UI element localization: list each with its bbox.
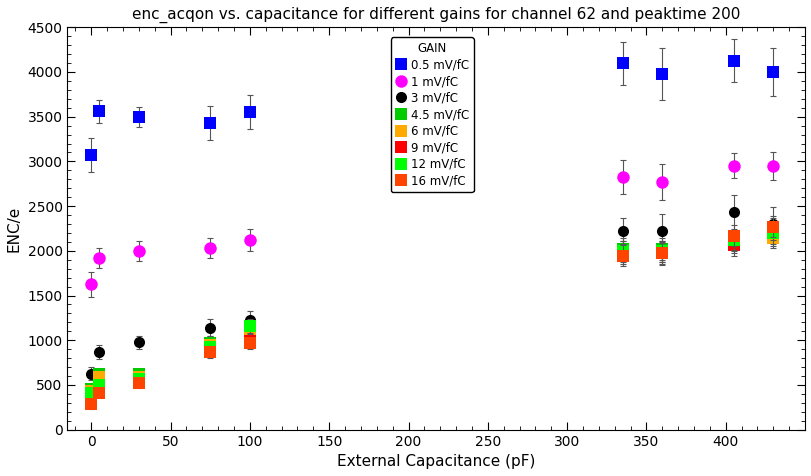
9 mV/fC	[728, 242, 738, 248]
16 mV/fC	[767, 224, 777, 229]
6 mV/fC	[245, 329, 255, 335]
12 mV/fC	[134, 376, 144, 382]
Line: 9 mV/fC: 9 mV/fC	[86, 223, 778, 403]
16 mV/fC	[728, 233, 738, 238]
0.5 mV/fC	[617, 60, 627, 66]
9 mV/fC	[94, 387, 104, 393]
3 mV/fC	[94, 349, 104, 355]
4.5 mV/fC	[617, 246, 627, 251]
6 mV/fC	[767, 235, 777, 241]
9 mV/fC	[767, 226, 777, 232]
X-axis label: External Capacitance (pF): External Capacitance (pF)	[337, 454, 534, 469]
6 mV/fC	[617, 248, 627, 254]
16 mV/fC	[617, 253, 627, 258]
6 mV/fC	[728, 239, 738, 245]
16 mV/fC	[86, 401, 96, 407]
16 mV/fC	[134, 380, 144, 386]
1 mV/fC	[205, 245, 215, 251]
6 mV/fC	[94, 374, 104, 380]
0.5 mV/fC	[134, 114, 144, 119]
Y-axis label: ENC/e: ENC/e	[7, 205, 22, 252]
3 mV/fC	[134, 339, 144, 345]
4.5 mV/fC	[205, 340, 215, 346]
4.5 mV/fC	[134, 371, 144, 377]
6 mV/fC	[86, 388, 96, 394]
3 mV/fC	[767, 221, 777, 227]
12 mV/fC	[767, 230, 777, 236]
1 mV/fC	[94, 255, 104, 261]
1 mV/fC	[245, 237, 255, 243]
9 mV/fC	[617, 251, 627, 257]
Line: 16 mV/fC: 16 mV/fC	[86, 221, 778, 410]
3 mV/fC	[657, 228, 667, 234]
12 mV/fC	[657, 248, 667, 254]
4.5 mV/fC	[245, 323, 255, 329]
0.5 mV/fC	[94, 109, 104, 114]
Line: 0.5 mV/fC: 0.5 mV/fC	[85, 55, 779, 161]
6 mV/fC	[657, 248, 667, 254]
Line: 4.5 mV/fC: 4.5 mV/fC	[86, 229, 778, 394]
3 mV/fC	[245, 317, 255, 323]
16 mV/fC	[205, 349, 215, 355]
1 mV/fC	[657, 179, 667, 185]
9 mV/fC	[245, 338, 255, 344]
0.5 mV/fC	[767, 69, 777, 75]
3 mV/fC	[205, 325, 215, 330]
1 mV/fC	[617, 174, 627, 180]
Line: 12 mV/fC: 12 mV/fC	[86, 228, 778, 398]
Line: 1 mV/fC: 1 mV/fC	[85, 159, 779, 290]
0.5 mV/fC	[245, 109, 255, 115]
9 mV/fC	[205, 347, 215, 352]
Line: 3 mV/fC: 3 mV/fC	[86, 207, 778, 379]
3 mV/fC	[86, 371, 96, 377]
1 mV/fC	[728, 163, 738, 169]
1 mV/fC	[86, 281, 96, 287]
4.5 mV/fC	[86, 386, 96, 391]
3 mV/fC	[728, 209, 738, 215]
0.5 mV/fC	[86, 152, 96, 158]
3 mV/fC	[617, 228, 627, 234]
4.5 mV/fC	[94, 371, 104, 377]
4.5 mV/fC	[657, 246, 667, 252]
6 mV/fC	[134, 374, 144, 380]
12 mV/fC	[728, 237, 738, 243]
4.5 mV/fC	[767, 232, 777, 238]
9 mV/fC	[657, 251, 667, 257]
1 mV/fC	[134, 248, 144, 254]
16 mV/fC	[94, 390, 104, 396]
4.5 mV/fC	[728, 237, 738, 243]
16 mV/fC	[657, 251, 667, 257]
12 mV/fC	[617, 248, 627, 254]
0.5 mV/fC	[205, 120, 215, 126]
12 mV/fC	[86, 390, 96, 396]
12 mV/fC	[94, 383, 104, 388]
6 mV/fC	[205, 342, 215, 348]
16 mV/fC	[245, 340, 255, 346]
Legend: 0.5 mV/fC, 1 mV/fC, 3 mV/fC, 4.5 mV/fC, 6 mV/fC, 9 mV/fC, 12 mV/fC, 16 mV/fC: 0.5 mV/fC, 1 mV/fC, 3 mV/fC, 4.5 mV/fC, …	[390, 37, 473, 192]
0.5 mV/fC	[657, 71, 667, 77]
12 mV/fC	[205, 345, 215, 350]
12 mV/fC	[245, 324, 255, 329]
Line: 6 mV/fC: 6 mV/fC	[86, 232, 778, 397]
0.5 mV/fC	[728, 58, 738, 64]
Title: enc_acqon vs. capacitance for different gains for channel 62 and peaktime 200: enc_acqon vs. capacitance for different …	[132, 7, 740, 23]
9 mV/fC	[86, 395, 96, 400]
1 mV/fC	[767, 163, 777, 169]
9 mV/fC	[134, 378, 144, 384]
